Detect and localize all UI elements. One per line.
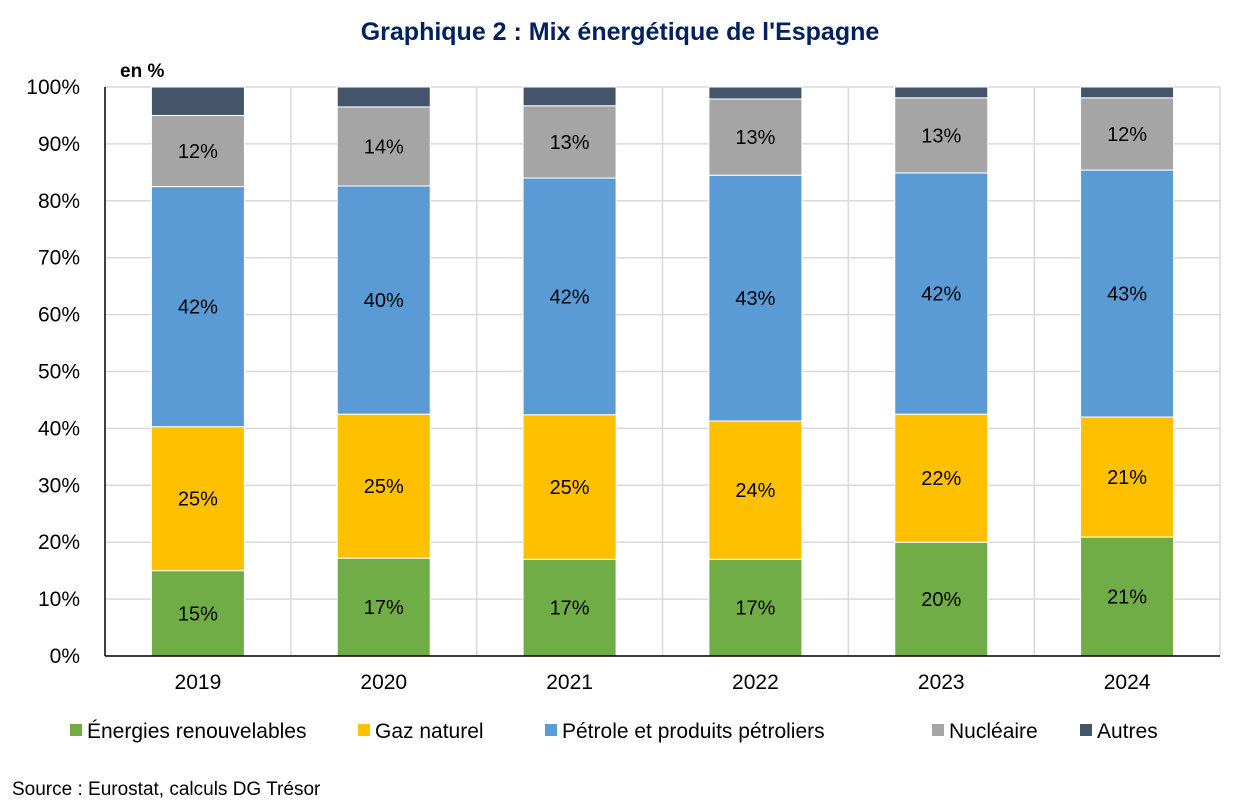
y-tick-label: 50% [38,361,80,384]
bar-segment [522,105,617,179]
y-tick-label: 70% [38,247,80,270]
bar-segment [708,420,803,560]
data-label: 15% [178,603,218,625]
legend-item: Pétrole et produits pétroliers [545,720,825,743]
x-tick-label: 2024 [1104,671,1151,694]
bar-segment [894,413,989,543]
x-tick-label: 2020 [360,671,407,694]
data-label: 25% [178,489,218,511]
data-label: 21% [1107,467,1147,489]
x-tick-label: 2021 [546,671,593,694]
data-label: 43% [1107,284,1147,306]
data-label: 20% [921,589,961,611]
data-label: 22% [921,468,961,490]
bar-segment [336,413,431,559]
y-tick-label: 80% [38,190,80,213]
bar-segment [1080,97,1175,171]
y-tick-label: 40% [38,417,80,440]
bar-segment [894,541,989,657]
y-tick-label: 10% [38,588,80,611]
legend-label: Gaz naturel [375,720,484,743]
data-label: 14% [364,136,404,158]
legend-swatch [1080,724,1092,736]
data-label: 17% [550,598,590,620]
legend-item: Gaz naturel [358,720,484,743]
data-label: 12% [1107,124,1147,146]
legend-swatch [358,724,370,736]
y-tick-label: 60% [38,304,80,327]
data-label: 42% [921,284,961,306]
bar-segment [150,86,245,116]
bar-segment [336,557,431,657]
data-label: 25% [550,477,590,499]
bar-segment [894,86,989,99]
data-label: 21% [1107,587,1147,609]
bar-segment [522,414,617,560]
x-tick-label: 2019 [175,671,222,694]
data-label: 43% [735,288,775,310]
legend-swatch [932,724,944,736]
legend-label: Autres [1097,720,1158,743]
bar-segment [894,172,989,415]
y-tick-label: 30% [38,474,80,497]
legend-item: Autres [1080,720,1158,743]
chart-title: Graphique 2 : Mix énergétique de l'Espag… [361,18,880,46]
x-tick-label: 2022 [732,671,779,694]
y-tick-label: 90% [38,133,80,156]
data-label: 13% [735,127,775,149]
bar-segment [150,570,245,657]
source-note: Source : Eurostat, calculs DG Trésor [12,779,321,800]
legend-item: Nucléaire [932,720,1038,743]
bar-segment [1080,416,1175,538]
unit-label: en % [120,61,164,82]
bar-segment [522,177,617,416]
legend-label: Pétrole et produits pétroliers [562,720,825,743]
bar-segment [708,86,803,100]
bar-segment [336,106,431,187]
y-tick-label: 20% [38,531,80,554]
bar-segment [150,426,245,572]
legend-swatch [545,724,557,736]
bar-segment [708,558,803,657]
y-tick-label: 0% [50,645,80,668]
data-label: 25% [364,476,404,498]
data-label: 13% [921,125,961,147]
x-tick-label: 2023 [918,671,965,694]
bar-segment [150,186,245,428]
y-tick-label: 100% [26,76,80,99]
data-label: 17% [364,597,404,619]
bar-segment [708,98,803,176]
bar-segment [522,558,617,657]
bar-segment [336,86,431,108]
bar-segment [1080,169,1175,418]
legend-label: Nucléaire [949,720,1038,743]
data-label: 24% [735,480,775,502]
data-label: 40% [364,290,404,312]
data-label: 42% [550,286,590,308]
data-label: 42% [178,297,218,319]
bar-segment [708,174,803,422]
bar-segment [1080,86,1175,99]
legend-item: Énergies renouvelables [70,720,306,743]
data-label: 17% [735,598,775,620]
bar-segment [522,86,617,107]
bar-segment [150,114,245,188]
data-label: 13% [550,132,590,154]
legend-label: Énergies renouvelables [87,720,306,743]
legend-swatch [70,724,82,736]
bar-segment [1080,536,1175,657]
data-label: 12% [178,141,218,163]
